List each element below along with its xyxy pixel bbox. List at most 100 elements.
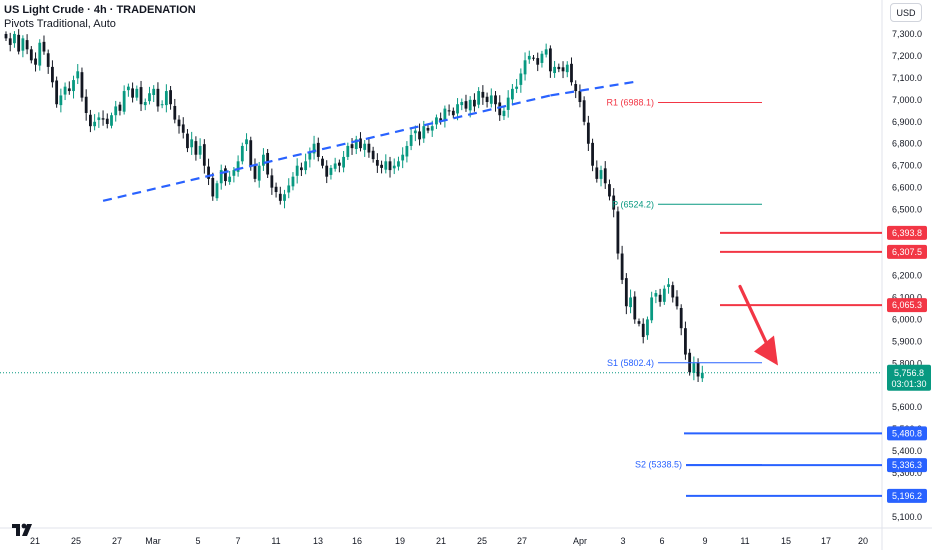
candle-body (270, 175, 274, 188)
upper-trendline[interactable] (550, 80, 640, 97)
candle-body (477, 91, 481, 105)
arrow-head-icon[interactable] (754, 335, 778, 366)
y-tick-label: 6,100.0 (892, 292, 922, 302)
candle-body (291, 176, 295, 187)
x-tick-label: Apr (573, 536, 587, 546)
candle-body (207, 166, 210, 179)
x-tick-label: 6 (659, 536, 664, 546)
candle-body (329, 167, 333, 175)
candle-body (143, 102, 147, 106)
candle-body (186, 133, 189, 149)
candle-body (532, 57, 535, 59)
candle-body (236, 161, 240, 172)
candle-body (473, 99, 476, 107)
candle-body (51, 66, 54, 83)
y-tick-label: 7,200.0 (892, 51, 922, 61)
candle-body (401, 154, 405, 161)
candle-body (34, 58, 37, 65)
lower-trendline[interactable] (102, 94, 551, 202)
candle-body (308, 152, 312, 160)
candle-body (160, 104, 164, 106)
candle-body (29, 49, 33, 61)
y-tick-label: 6,200.0 (892, 270, 922, 280)
y-tick-label: 5,100.0 (892, 512, 922, 522)
x-tick-label: 11 (740, 536, 749, 546)
candle-body (333, 163, 337, 169)
candle-body (181, 124, 185, 133)
x-tick-label: 13 (313, 536, 323, 546)
candle-body (152, 88, 156, 95)
candle-body (156, 88, 160, 107)
candle-body (228, 176, 232, 182)
y-tick-label: 6,800.0 (892, 139, 922, 149)
candle-body (574, 84, 578, 92)
y-tick-label: 5,600.0 (892, 402, 922, 412)
candle-body (164, 91, 168, 106)
y-tick-label: 6,700.0 (892, 161, 922, 171)
candle-body (202, 144, 206, 166)
pivot-label-s1: S1 (5802.4) (607, 358, 654, 368)
candle-body (46, 53, 50, 67)
candle-body (675, 296, 679, 307)
candle-body (300, 167, 303, 171)
candle-body (325, 165, 329, 177)
x-tick-label: 3 (620, 536, 625, 546)
candle-body (662, 288, 666, 302)
candle-body (97, 117, 101, 121)
candle-body (599, 170, 603, 179)
candle-body (540, 53, 544, 63)
candle-body (371, 150, 375, 160)
candle-body (418, 131, 421, 140)
candle-body (422, 126, 426, 139)
x-tick-label: 25 (477, 536, 487, 546)
candle-body (430, 126, 434, 131)
candle-body (118, 104, 122, 111)
candle-body (692, 363, 696, 373)
candle-body (38, 42, 42, 66)
indicator-label[interactable]: Pivots Traditional, Auto (4, 18, 116, 30)
candle-body (405, 145, 409, 157)
candle-body (498, 102, 502, 116)
candle-body (105, 118, 109, 124)
candle-body (667, 284, 670, 287)
candle-body (527, 55, 531, 60)
candle-body (126, 86, 130, 91)
candle-body (578, 91, 582, 103)
x-tick-label: 11 (271, 536, 280, 546)
candle-body (553, 66, 556, 74)
arrow-shaft[interactable] (738, 284, 771, 351)
candle-body (80, 72, 84, 98)
currency-selector[interactable]: USD (890, 3, 922, 22)
candle-body (439, 118, 443, 122)
candle-body (397, 161, 400, 167)
candle-body (603, 168, 607, 184)
candle-body (502, 110, 506, 117)
candle-body (426, 127, 430, 131)
y-tick-label: 6,500.0 (892, 205, 922, 215)
candle-body (637, 321, 641, 324)
candle-body (42, 41, 46, 52)
candle-body (616, 211, 620, 254)
candle-body (76, 71, 80, 79)
candle-body (375, 159, 379, 166)
candle-body (346, 145, 350, 157)
candle-body (515, 86, 519, 89)
tradingview-logo-icon (12, 523, 32, 536)
candle-body (658, 294, 662, 302)
candle-body (135, 88, 139, 98)
candle-body (173, 105, 177, 120)
candle-body (679, 307, 683, 329)
pivot-label-r1: R1 (6988.1) (606, 97, 654, 107)
candle-body (139, 87, 143, 105)
candle-body (544, 49, 548, 55)
candle-body (131, 88, 134, 98)
candle-body (21, 38, 25, 51)
x-tick-label: 5 (195, 536, 200, 546)
resistance-price-badge (887, 244, 927, 259)
candle-body (696, 362, 700, 377)
candle-body (392, 165, 396, 169)
candle-body (93, 121, 97, 127)
candle-body (485, 96, 489, 103)
candle-body (219, 170, 223, 184)
